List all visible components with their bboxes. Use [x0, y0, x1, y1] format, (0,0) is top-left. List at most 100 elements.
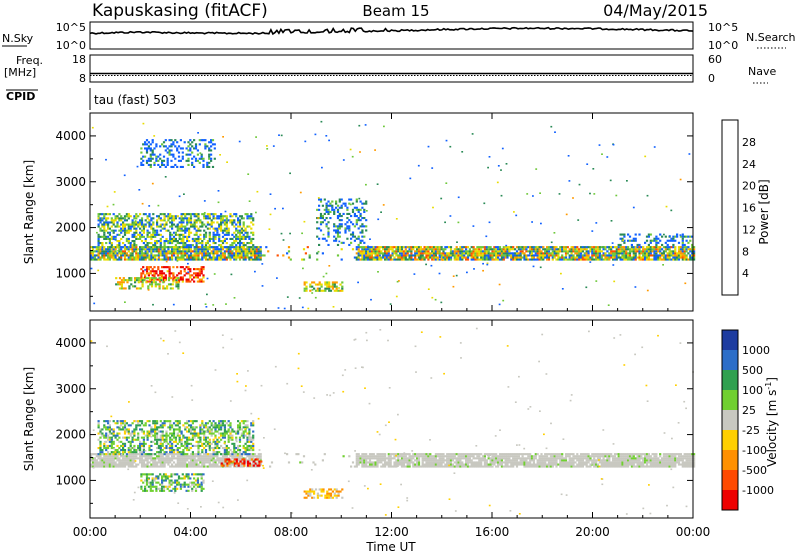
heatmap-cell: [514, 258, 517, 261]
heatmap-cell: [120, 287, 123, 290]
heatmap-cell: [681, 256, 684, 259]
heatmap-cell: [105, 258, 108, 261]
heatmap-cell: [204, 233, 208, 236]
heatmap-cell: [191, 278, 194, 281]
heatmap-cell: [116, 215, 119, 218]
heatmap-cell: [391, 252, 394, 255]
heatmap-cell: [146, 457, 149, 460]
heatmap-cell: [662, 250, 665, 253]
heatmap-cell: [608, 459, 611, 462]
heatmap-cell: [361, 453, 364, 456]
heatmap-cell: [152, 233, 155, 236]
heatmap-cell: [158, 287, 161, 290]
heatmap-cell: [154, 457, 157, 460]
heatmap-cell: [540, 250, 543, 253]
heatmap-cell: [536, 252, 539, 255]
heatmap-cell: [644, 254, 647, 257]
heatmap-cell: [472, 455, 475, 458]
heatmap-cell: [416, 248, 419, 251]
heatmap-cell: [316, 208, 319, 211]
heatmap-cell: [389, 455, 392, 458]
heatmap-cell: [238, 252, 242, 255]
heatmap-cell: [504, 246, 507, 249]
heatmap-cell: [557, 250, 560, 253]
heatmap-cell: [647, 243, 650, 246]
heatmap-cell: [180, 219, 183, 222]
heatmap-cell: [512, 459, 515, 462]
heatmap-cell: [551, 258, 554, 261]
heatmap-cell: [145, 277, 148, 280]
heatmap-cell: [210, 149, 213, 152]
heatmap-cell: [171, 240, 174, 243]
heatmap-cell: [546, 258, 549, 261]
heatmap-cell: [240, 246, 243, 249]
heatmap-cell: [210, 256, 213, 259]
heatmap-cell: [438, 453, 441, 456]
heatmap-cell: [365, 457, 368, 460]
heatmap-cell: [336, 208, 340, 211]
heatmap-cell: [250, 463, 253, 466]
heatmap-cell: [216, 252, 219, 255]
heatmap-cell: [180, 258, 183, 261]
heatmap-cell: [644, 250, 647, 253]
heatmap-cell: [238, 231, 242, 234]
heatmap-cell: [182, 237, 185, 240]
heatmap-cell: [156, 455, 159, 458]
heatmap-cell: [164, 279, 167, 282]
heatmap-cell: [459, 258, 462, 261]
heatmap-cell: [555, 457, 558, 460]
heatmap-cell: [223, 229, 226, 232]
heatmap-cell: [521, 250, 524, 253]
heatmap-cell: [186, 213, 189, 216]
heatmap-cell: [606, 455, 609, 458]
heatmap-cell: [130, 283, 133, 286]
heatmap-cell: [542, 258, 545, 261]
heatmap-cell: [340, 206, 343, 209]
heatmap-cell: [172, 223, 176, 226]
heatmap-cell: [193, 252, 196, 255]
heatmap-cell: [502, 455, 505, 458]
heatmap-cell: [340, 241, 343, 244]
heatmap-cell: [665, 205, 668, 208]
heatmap-cell: [144, 246, 147, 249]
heatmap-cell: [139, 221, 142, 224]
heatmap-cell: [204, 256, 208, 259]
heatmap-cell: [604, 248, 607, 251]
heatmap-cell: [227, 250, 230, 253]
heatmap-cell: [544, 465, 547, 468]
heatmap-cell: [124, 279, 127, 282]
heatmap-cell: [530, 258, 534, 261]
heatmap-cell: [244, 459, 247, 462]
heatmap-cell: [489, 453, 492, 456]
heatmap-cell: [331, 283, 334, 286]
heatmap-cell: [220, 221, 223, 224]
heatmap-cell: [651, 254, 654, 257]
heatmap-cell: [448, 461, 451, 464]
heatmap-cell: [178, 463, 181, 466]
heatmap-cell: [140, 225, 144, 228]
heatmap-cell: [615, 461, 618, 464]
heatmap-cell: [114, 250, 117, 253]
heatmap-cell: [604, 254, 607, 257]
heatmap-cell: [348, 219, 351, 222]
heatmap-cell: [171, 227, 174, 230]
heatmap-cell: [666, 252, 669, 255]
heatmap-cell: [359, 459, 362, 462]
heatmap-cell: [579, 246, 583, 249]
heatmap-cell: [120, 459, 123, 462]
heatmap-cell: [244, 258, 247, 261]
heatmap-cell: [212, 455, 215, 458]
heatmap-cell: [178, 227, 181, 230]
heatmap-cell: [148, 248, 151, 251]
heatmap-cell: [416, 246, 419, 249]
heatmap-cell: [558, 193, 561, 195]
heatmap-cell: [323, 198, 326, 201]
heatmap-cell: [301, 258, 304, 261]
heatmap-cell: [448, 463, 451, 466]
heatmap-cell: [163, 217, 166, 220]
heatmap-cell: [474, 254, 477, 257]
heatmap-cell: [229, 465, 232, 468]
heatmap-cell: [600, 461, 603, 464]
heatmap-cell: [670, 239, 673, 242]
